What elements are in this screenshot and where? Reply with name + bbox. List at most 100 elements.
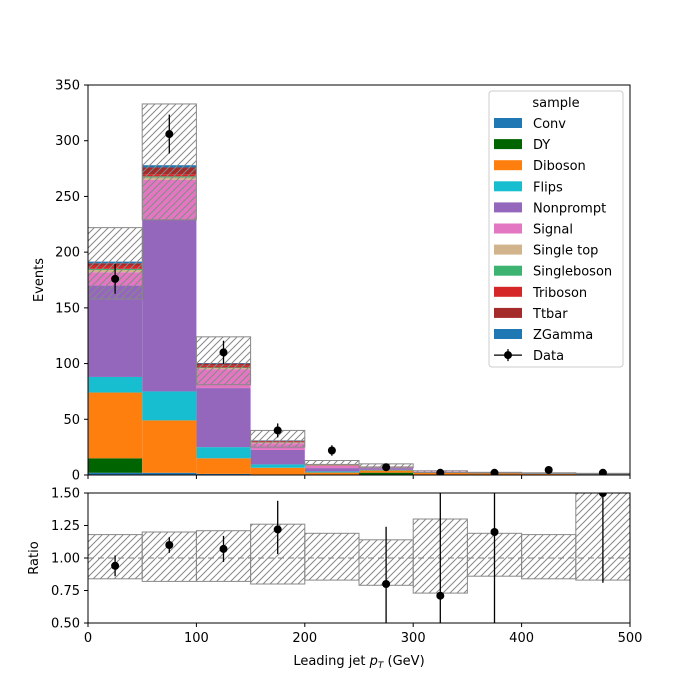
band-ratio-bin-8	[521, 534, 577, 580]
main-y-tick-label-3: 150	[55, 301, 80, 316]
legend-title: sample	[532, 96, 579, 111]
bar-flips-bin-0	[88, 376, 143, 393]
legend-swatch-4	[494, 202, 522, 213]
legend-label-6: Single top	[533, 244, 598, 259]
bar-dy-bin-5	[359, 472, 414, 475]
legend-swatch-0	[494, 118, 522, 128]
bar-nonprompt-bin-1	[142, 219, 197, 392]
band-ratio-bin-4	[304, 532, 360, 581]
x-tick-label-3: 300	[401, 631, 426, 646]
legend-swatch-9	[494, 307, 522, 318]
bar-flips-bin-3	[250, 464, 305, 468]
ratio-y-axis-label: Ratio	[27, 541, 42, 574]
ratio-y-tick-label-1: 0.75	[51, 584, 80, 599]
main-axes-frame	[87, 84, 631, 476]
bar-nonprompt-bin-0	[88, 285, 143, 377]
bar-nonprompt-bin-2	[196, 388, 251, 448]
main-y-tick-label-0: 0	[72, 469, 80, 484]
legend-label-2: Diboson	[533, 159, 586, 174]
bar-diboson-bin-8	[521, 473, 576, 475]
main-y-ticks: 0 50 100 150 200 250 300 350	[55, 79, 88, 484]
band-main-bin-2	[195, 336, 252, 386]
x-tick-label-4: 400	[509, 631, 534, 646]
legend-label-data: Data	[533, 349, 564, 364]
data-point-4	[327, 446, 336, 455]
bar-conv-bin-1	[142, 472, 197, 475]
x-tick-label-5: 500	[618, 631, 643, 646]
bar-diboson-bin-2	[196, 458, 251, 474]
bar-dy-bin-0	[88, 458, 143, 473]
main-y-tick-label-5: 250	[55, 190, 80, 205]
bar-flips-bin-1	[142, 391, 197, 421]
ratio-x-ticks: 0 100 200 300 400 500	[84, 623, 643, 646]
x-tick-label-2: 200	[292, 631, 317, 646]
ratio-y-ticks: 0.50 0.75 1.00 1.25 1.50	[51, 487, 88, 632]
legend-data-marker	[504, 351, 512, 360]
legend-swatch-10	[494, 329, 522, 339]
data-points	[111, 114, 607, 475]
legend-swatch-6	[494, 244, 522, 255]
legend-label-7: Singleboson	[533, 265, 612, 280]
data-point-9	[598, 468, 607, 475]
ratio-y-tick-label-3: 1.25	[51, 519, 80, 534]
data-point-5	[382, 463, 391, 472]
legend-label-8: Triboson	[532, 286, 587, 301]
legend-swatch-2	[494, 160, 522, 171]
bar-conv-bin-0	[88, 472, 143, 475]
legend-swatch-3	[494, 181, 522, 192]
main-y-tick-label-2: 100	[55, 357, 80, 372]
legend-swatch-8	[494, 286, 522, 297]
main-x-ticks	[87, 475, 631, 479]
legend-swatch-1	[494, 139, 522, 150]
data-point-2	[219, 348, 228, 357]
bar-diboson-bin-1	[142, 420, 197, 473]
bar-diboson-bin-5	[359, 470, 414, 473]
bar-nonprompt-bin-3	[250, 449, 305, 465]
bar-diboson-bin-0	[88, 392, 143, 459]
data-point-0	[111, 274, 120, 283]
data-point-8	[544, 465, 553, 474]
bar-diboson-bin-3	[250, 467, 305, 475]
legend-swatch-5	[494, 223, 522, 234]
ratio-plot-panel: 0.50 0.75 1.00 1.25 1.50 0 100 200 300 400 500 Ra…	[27, 487, 643, 672]
ratio-point-1	[165, 541, 174, 549]
main-y-tick-label-1: 50	[63, 413, 80, 428]
legend-label-0: Conv	[533, 117, 566, 132]
x-tick-label-0: 0	[84, 631, 92, 646]
x-axis-label: Leading jet pT (GeV)	[293, 654, 424, 671]
band-main-bin-4	[304, 460, 360, 465]
legend-swatch-7	[494, 265, 522, 276]
ratio-point-4	[382, 580, 391, 588]
ratio-y-tick-label-4: 1.50	[51, 487, 80, 502]
data-point-1	[165, 130, 174, 139]
data-point-7	[490, 468, 499, 475]
bar-nonprompt-bin-4	[304, 468, 359, 472]
bar-flips-bin-4	[304, 471, 359, 473]
legend: sample Conv DY Diboson Flips Nonprompt Signal S…	[488, 90, 624, 368]
main-y-tick-label-6: 300	[55, 134, 80, 149]
ratio-point-6	[490, 528, 499, 536]
data-point-3	[273, 426, 282, 435]
bar-flips-bin-2	[196, 447, 251, 459]
ratio-point-7	[598, 493, 607, 497]
bar-diboson-bin-4	[304, 472, 359, 475]
main-plot-panel: 0 50 100 150 200 250 300 350 Events	[32, 79, 631, 484]
legend-label-3: Flips	[533, 180, 563, 195]
main-y-tick-label-7: 350	[55, 79, 80, 94]
main-y-tick-label-4: 200	[55, 246, 80, 261]
x-tick-label-1: 100	[184, 631, 209, 646]
ratio-point-0	[111, 561, 120, 570]
legend-label-4: Nonprompt	[533, 201, 606, 216]
ratio-point-3	[273, 525, 282, 534]
data-point-6	[436, 468, 445, 475]
bar-signal-bin-4	[304, 465, 359, 469]
band-main-bin-1	[141, 103, 197, 221]
legend-label-1: DY	[533, 138, 550, 153]
ratio-points	[111, 493, 607, 623]
ratio-y-tick-label-2: 1.00	[51, 552, 80, 567]
bar-conv-bin-2	[196, 473, 251, 475]
legend-label-9: Ttbar	[532, 307, 568, 322]
ratio-point-2	[219, 544, 228, 553]
legend-label-10: ZGamma	[533, 328, 593, 343]
